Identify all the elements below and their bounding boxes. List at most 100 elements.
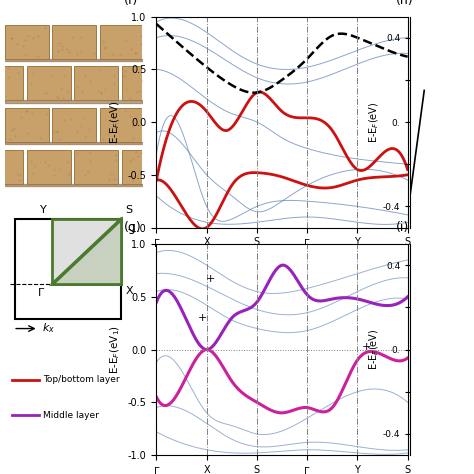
Point <box>112 152 119 159</box>
Point <box>54 94 62 102</box>
Point <box>110 80 118 88</box>
Point <box>7 34 15 42</box>
Point <box>77 123 85 130</box>
Point <box>43 110 50 118</box>
Point <box>228 92 236 100</box>
Point <box>234 88 242 95</box>
Point <box>0 165 1 173</box>
Point <box>246 67 253 74</box>
Point <box>210 38 218 46</box>
Point <box>172 170 180 178</box>
Point <box>250 168 257 175</box>
Text: +: + <box>198 313 208 323</box>
Point <box>117 51 124 59</box>
FancyBboxPatch shape <box>100 25 144 59</box>
Point <box>13 40 21 47</box>
Point <box>150 24 158 31</box>
Point <box>67 115 75 123</box>
Point <box>243 162 251 170</box>
Point <box>182 114 190 121</box>
FancyBboxPatch shape <box>0 108 1 142</box>
Point <box>113 119 120 127</box>
Point <box>150 109 157 117</box>
Point <box>0 67 8 74</box>
Point <box>209 53 216 60</box>
Point <box>109 117 116 125</box>
Point <box>245 157 252 164</box>
Point <box>27 79 35 87</box>
FancyBboxPatch shape <box>27 150 71 184</box>
Point <box>191 162 199 170</box>
Point <box>122 36 130 44</box>
Bar <box>52 219 121 283</box>
Point <box>82 133 89 140</box>
Point <box>203 155 211 163</box>
Point <box>156 124 164 132</box>
Point <box>97 89 105 97</box>
FancyBboxPatch shape <box>169 150 213 184</box>
FancyBboxPatch shape <box>74 150 118 184</box>
Point <box>29 170 36 177</box>
Point <box>1 92 9 100</box>
Point <box>53 128 61 135</box>
Point <box>65 171 73 178</box>
Point <box>195 81 202 88</box>
Point <box>232 118 239 125</box>
Point <box>237 77 245 85</box>
Point <box>65 48 73 56</box>
Point <box>65 170 73 177</box>
Point <box>135 87 142 94</box>
FancyBboxPatch shape <box>0 150 23 184</box>
Point <box>169 36 176 43</box>
Point <box>216 136 223 143</box>
FancyBboxPatch shape <box>169 66 213 100</box>
Point <box>80 114 87 122</box>
Point <box>141 70 149 77</box>
Text: (h): (h) <box>396 0 413 7</box>
Point <box>231 111 239 118</box>
Point <box>0 174 3 182</box>
Point <box>112 156 120 164</box>
Point <box>192 88 200 96</box>
Point <box>100 135 107 143</box>
Point <box>207 163 214 171</box>
Point <box>206 83 213 91</box>
Point <box>110 73 118 80</box>
Text: Middle layer: Middle layer <box>43 411 99 420</box>
Point <box>86 157 94 165</box>
Point <box>202 109 210 117</box>
Point <box>73 149 81 157</box>
Point <box>202 79 210 87</box>
Point <box>184 115 191 123</box>
Point <box>191 164 199 172</box>
Point <box>99 37 106 45</box>
Point <box>29 69 37 76</box>
Point <box>4 64 11 72</box>
Point <box>129 176 137 183</box>
Point <box>126 157 134 164</box>
Point <box>221 34 228 41</box>
Point <box>29 35 36 42</box>
Point <box>86 77 93 84</box>
Point <box>23 108 30 115</box>
Point <box>158 173 165 181</box>
Point <box>29 109 36 117</box>
Point <box>84 167 91 174</box>
Point <box>16 172 23 179</box>
Point <box>203 171 211 178</box>
Point <box>146 165 153 173</box>
FancyBboxPatch shape <box>0 25 1 59</box>
Point <box>22 107 30 115</box>
FancyBboxPatch shape <box>217 150 260 184</box>
Point <box>138 77 146 84</box>
Point <box>6 135 14 143</box>
Point <box>64 88 72 96</box>
FancyBboxPatch shape <box>52 25 96 59</box>
Point <box>148 75 155 82</box>
Point <box>60 116 67 123</box>
Point <box>220 34 228 42</box>
Point <box>53 93 61 101</box>
Text: $\Gamma$: $\Gamma$ <box>37 286 45 298</box>
Point <box>120 72 128 79</box>
Text: +: + <box>362 343 371 353</box>
